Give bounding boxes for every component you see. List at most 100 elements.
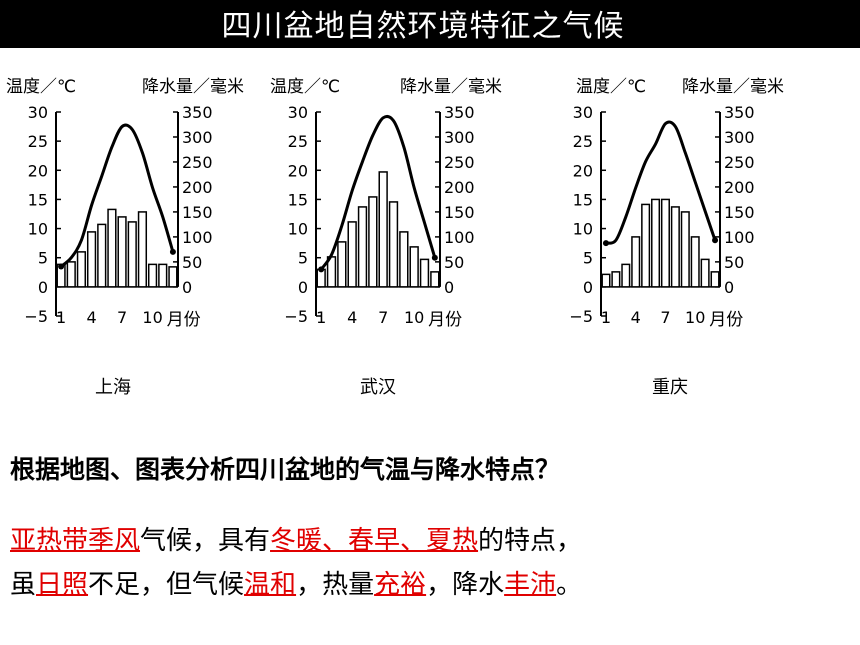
- answer-text: ，降水: [426, 570, 505, 600]
- temp-tick-label: 15: [28, 190, 48, 209]
- precip-bar: [388, 201, 399, 288]
- precip-tick-label: 200: [182, 178, 213, 197]
- month-tick-label: 10: [685, 308, 705, 327]
- precip-bar: [76, 251, 87, 288]
- month-tick-label: 4: [86, 308, 96, 327]
- highlighted-keyword: 亚热带季风: [10, 526, 141, 556]
- precip-tick-label: 0: [182, 278, 192, 297]
- month-tick-label: 7: [378, 308, 388, 327]
- temp-tick-label: 0: [38, 278, 48, 297]
- temp-tick-label: 5: [38, 249, 48, 268]
- precip-tick-label: 300: [182, 128, 213, 147]
- temperature-line: [605, 120, 717, 245]
- temp-tick-label: 0: [583, 278, 593, 297]
- precip-bar: [357, 206, 368, 288]
- precip-bar: [670, 206, 680, 288]
- temp-tick-label: 10: [573, 220, 593, 239]
- temperature-point: [318, 266, 325, 273]
- city-label: 武汉: [360, 377, 396, 398]
- precip-tick-label: 50: [444, 253, 464, 272]
- temp-tick-label: 30: [288, 103, 308, 122]
- climate-chart-shanghai: 温度／℃ 降水量／毫米 上海 30 25 20 15 10 5 0 −5 350 300 250 20…: [0, 48, 290, 400]
- temp-tick-label: 20: [28, 161, 48, 180]
- month-unit-label: 月份: [709, 310, 743, 330]
- precip-axis-title: 降水量／毫米: [682, 77, 784, 97]
- climate-charts-panel: 温度／℃ 降水量／毫米 上海 30 25 20 15 10 5 0 −5 350 300 250 20…: [0, 48, 860, 400]
- precip-bar: [378, 171, 388, 288]
- precip-tick-label: 50: [182, 253, 202, 272]
- precip-bar: [368, 196, 378, 288]
- temp-tick-label: 5: [583, 249, 593, 268]
- precip-bar: [700, 258, 710, 288]
- temp-tick-label: 25: [288, 132, 308, 151]
- precip-tick-label: 0: [724, 278, 734, 297]
- precip-bar: [601, 273, 611, 288]
- temperature-point: [431, 254, 438, 261]
- highlighted-keyword: 充裕: [374, 570, 427, 600]
- precip-bar: [680, 211, 690, 288]
- month-tick-label: 1: [316, 308, 326, 327]
- temperature-point: [712, 237, 719, 244]
- precip-bar: [621, 263, 631, 288]
- highlighted-keyword: 温和: [244, 570, 297, 600]
- precip-bar: [690, 236, 700, 288]
- highlighted-keyword: 日照: [36, 570, 89, 600]
- precip-bar: [117, 216, 127, 288]
- temp-tick-label: 25: [573, 132, 593, 151]
- climate-chart-wuhan: 温度／℃ 降水量／毫米 武汉 30 25 20 15 10 5 0 −5 350 300 250 20…: [268, 48, 558, 400]
- precip-tick-label: 200: [444, 178, 475, 197]
- precip-tick-label: 350: [724, 103, 755, 122]
- month-tick-label: 10: [142, 308, 162, 327]
- temp-tick-label: 25: [28, 132, 48, 151]
- temp-tick-label: 0: [298, 278, 308, 297]
- precip-bar: [168, 266, 178, 288]
- answer-line-1: 亚热带季风气候，具有冬暖、春早、夏热的特点，: [10, 520, 582, 557]
- text-panel: [0, 400, 860, 645]
- precip-bar: [347, 221, 357, 288]
- precip-bar: [409, 246, 419, 288]
- precip-bar: [710, 271, 720, 288]
- temp-tick-label: 20: [573, 161, 593, 180]
- precip-bar: [641, 203, 651, 288]
- climate-chart-chongqing: 温度／℃ 降水量／毫米 重庆 30 25 20 15 10 5 0 −5 350 300 250 20…: [570, 48, 860, 400]
- precip-bar: [419, 258, 430, 288]
- temperature-line: [319, 114, 437, 271]
- precip-tick-label: 150: [724, 203, 755, 222]
- month-unit-label: 月份: [167, 310, 201, 330]
- answer-text: 。: [556, 570, 583, 600]
- answer-text: 气候，具有: [140, 526, 271, 556]
- answer-line-2: 虽日照不足，但气候温和，热量充裕，降水丰沛。: [10, 564, 582, 601]
- city-label: 重庆: [652, 377, 688, 398]
- temp-tick-label: 10: [288, 220, 308, 239]
- temp-tick-label: 20: [288, 161, 308, 180]
- precip-bar: [399, 231, 409, 288]
- question-text: 根据地图、图表分析四川盆地的气温与降水特点？: [10, 455, 561, 484]
- month-tick-label: 4: [631, 308, 641, 327]
- precip-tick-label: 100: [444, 228, 475, 247]
- precip-bar: [137, 211, 148, 288]
- precip-axis-title: 降水量／毫米: [400, 77, 502, 97]
- temp-tick-label: 15: [573, 190, 593, 209]
- precip-tick-label: 300: [444, 128, 475, 147]
- precip-tick-label: 200: [724, 178, 755, 197]
- month-tick-label: 10: [404, 308, 424, 327]
- precip-tick-label: 0: [444, 278, 454, 297]
- month-tick-label: 7: [660, 308, 670, 327]
- precip-tick-label: 350: [182, 103, 213, 122]
- precip-bar: [611, 271, 621, 288]
- precip-bar: [631, 236, 641, 288]
- precip-bar: [97, 223, 107, 288]
- precip-tick-label: 100: [182, 228, 213, 247]
- temp-tick-label: 30: [28, 103, 48, 122]
- month-tick-label: 1: [601, 308, 611, 327]
- precip-bar: [660, 198, 670, 288]
- precip-bar: [337, 241, 347, 288]
- precip-tick-label: 250: [444, 153, 475, 172]
- precip-axis-title: 降水量／毫米: [142, 77, 244, 97]
- precip-bar: [147, 263, 158, 288]
- highlighted-keyword: 丰沛: [504, 570, 557, 600]
- month-tick-label: 1: [56, 308, 66, 327]
